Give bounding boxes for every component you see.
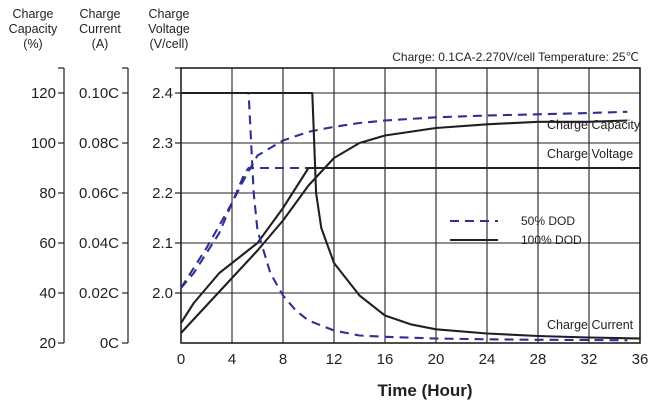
x-axis-label: Time (Hour) — [377, 381, 472, 400]
x-tick-label: 12 — [326, 351, 343, 368]
y-axis-title-line: Charge — [80, 7, 121, 21]
x-tick-label: 4 — [228, 351, 236, 368]
y-axis-title-line: Current — [79, 22, 121, 36]
y-axis-title-line: Charge — [13, 7, 54, 21]
y-tick-label: 80 — [39, 185, 56, 202]
y-tick-label: 2.0 — [152, 285, 173, 302]
y-axis-title-line: Charge — [149, 7, 190, 21]
y-tick-label: 0C — [100, 335, 119, 352]
y-tick-label: 2.2 — [152, 185, 173, 202]
series-label-charge-capacity: Charge Capacity — [547, 118, 641, 132]
y-tick-label: 0.06C — [79, 185, 119, 202]
series-charge-capacity-100-dod — [180, 119, 628, 334]
x-tick-label: 36 — [632, 351, 649, 368]
x-tick-label: 0 — [177, 351, 185, 368]
y-tick-label: 120 — [31, 85, 56, 102]
x-axis: 0 4 8 12 16 20 24 28 32 36 — [177, 351, 649, 368]
x-tick-label: 16 — [377, 351, 394, 368]
y-tick-label: 2.3 — [152, 135, 173, 152]
grid — [181, 68, 640, 343]
y-tick-label: 2.4 — [152, 85, 173, 102]
x-tick-label: 32 — [581, 351, 598, 368]
y-tick-label: 0.08C — [79, 135, 119, 152]
y-axes: 20406080100120ChargeCapacity(%)0C0.02C0.… — [9, 7, 190, 352]
series-layer — [180, 91, 641, 342]
series-charge-voltage-100-dod — [180, 166, 640, 324]
series-label-charge-current: Charge Current — [547, 318, 634, 332]
y-tick-label: 0.10C — [79, 85, 119, 102]
y-axis-title-line: (%) — [23, 37, 42, 51]
x-tick-label: 28 — [530, 351, 547, 368]
legend-label: 50% DOD — [521, 214, 575, 228]
series-charge-current-100-dod — [181, 91, 641, 340]
y-tick-label: 40 — [39, 285, 56, 302]
x-tick-label: 20 — [428, 351, 445, 368]
y-tick-label: 100 — [31, 135, 56, 152]
y-axis-title-line: (V/cell) — [150, 37, 189, 51]
y-tick-label: 0.02C — [79, 285, 119, 302]
x-tick-label: 24 — [479, 351, 496, 368]
legend: 50% DOD 100% DOD — [450, 214, 582, 247]
y-axis-title-line: Voltage — [148, 22, 190, 36]
plot-frame — [180, 67, 641, 344]
y-tick-label: 20 — [39, 335, 56, 352]
y-tick-label: 2.1 — [152, 235, 173, 252]
chart-condition-note: Charge: 0.1CA-2.270V/cell Temperature: 2… — [392, 50, 639, 64]
y-tick-label: 60 — [39, 235, 56, 252]
y-axis-title-line: (A) — [92, 37, 109, 51]
legend-label: 100% DOD — [521, 233, 582, 247]
series-charge-voltage-50-dod — [180, 166, 313, 289]
y-tick-label: 0.04C — [79, 235, 119, 252]
y-axis-title-line: Capacity — [9, 22, 58, 36]
x-tick-label: 8 — [279, 351, 287, 368]
series-label-charge-voltage: Charge Voltage — [547, 147, 633, 161]
